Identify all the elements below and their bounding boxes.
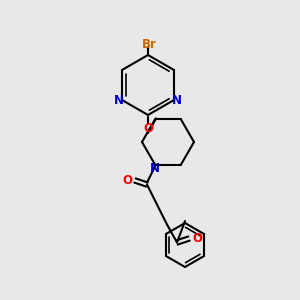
- Text: Br: Br: [142, 38, 156, 50]
- Text: N: N: [150, 162, 160, 175]
- Text: O: O: [192, 232, 202, 245]
- Text: O: O: [143, 122, 153, 134]
- Text: N: N: [172, 94, 182, 106]
- Text: N: N: [114, 94, 124, 106]
- Text: O: O: [122, 174, 132, 187]
